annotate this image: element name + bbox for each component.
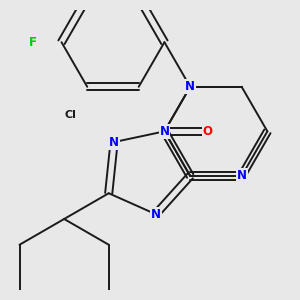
Text: N: N [185,80,195,93]
Text: N: N [185,80,195,93]
Text: N: N [159,125,170,138]
Text: N: N [109,136,119,148]
Text: O: O [203,125,213,138]
Text: Cl: Cl [65,110,77,120]
Text: F: F [29,36,37,49]
Text: N: N [237,169,247,182]
Text: N: N [151,208,161,221]
